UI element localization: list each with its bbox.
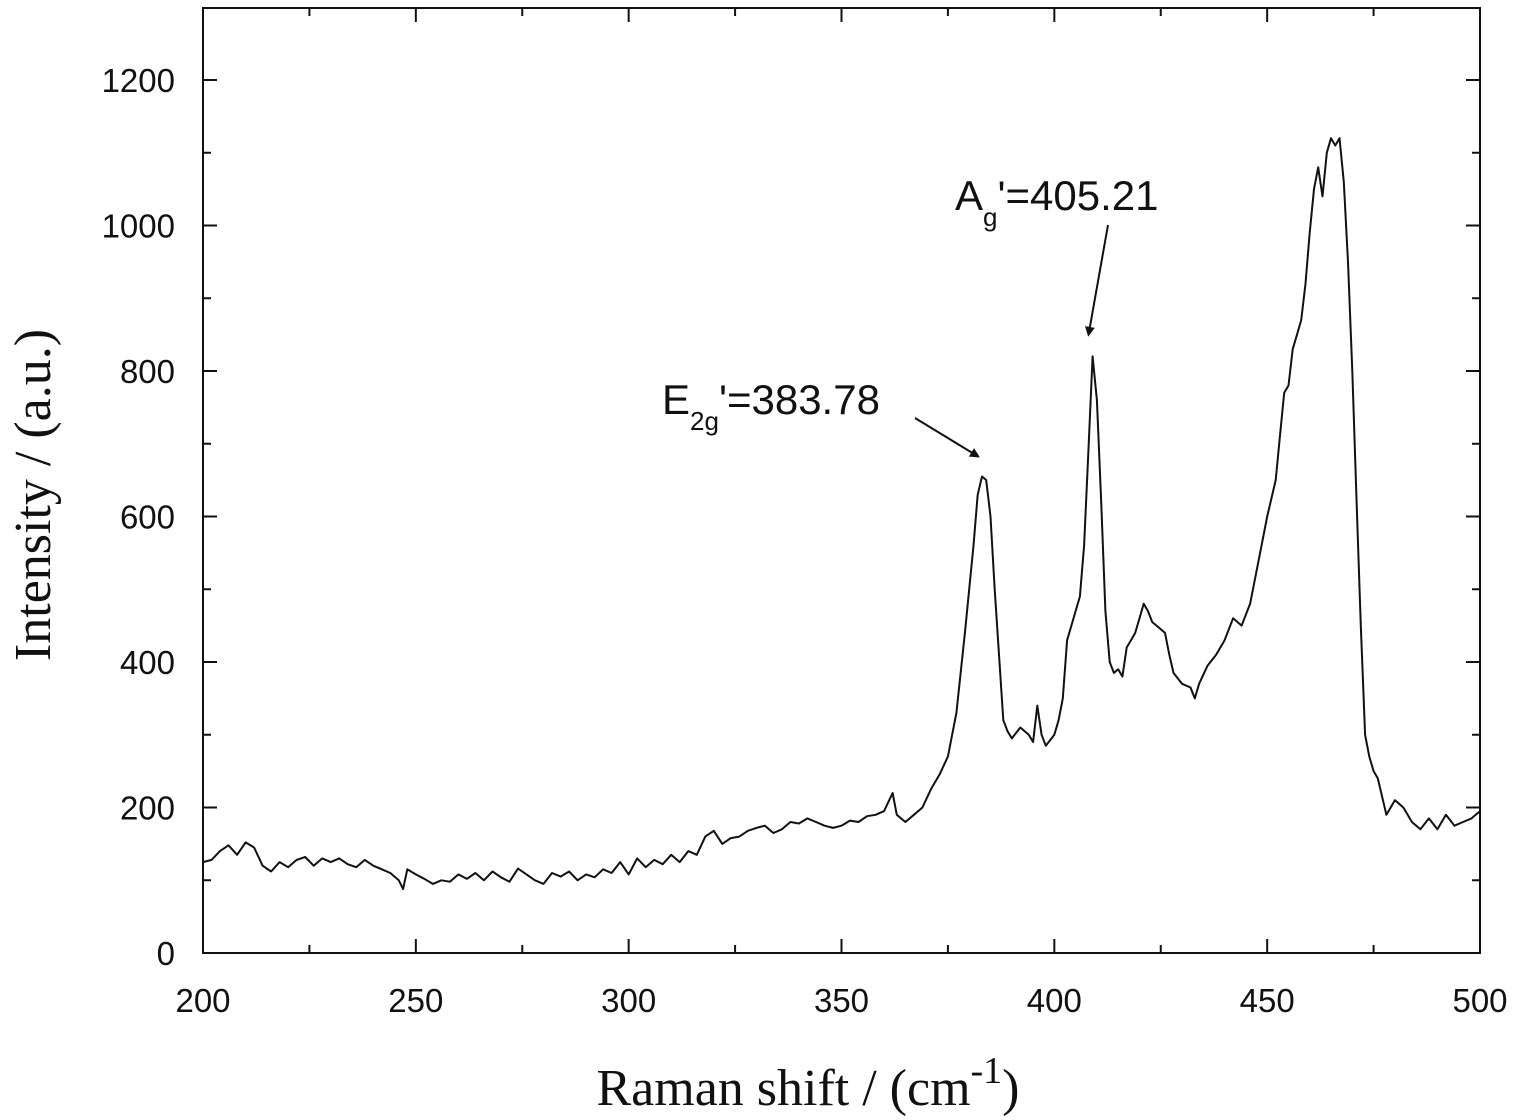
y-axis-title: Intensity / (a.u.) bbox=[5, 329, 62, 661]
plot-frame bbox=[202, 7, 1481, 954]
y-tick-label: 200 bbox=[120, 790, 175, 827]
x-tick-label: 500 bbox=[1452, 982, 1507, 1019]
series-line bbox=[202, 137, 1481, 890]
y-tick-label: 600 bbox=[120, 499, 175, 536]
y-tick-label: 400 bbox=[120, 644, 175, 681]
x-tick-label: 400 bbox=[1027, 982, 1082, 1019]
y-tick-label: 800 bbox=[120, 353, 175, 390]
peak-annotation-label: Ag'=405.21 bbox=[955, 172, 1159, 232]
axis-ticks bbox=[202, 8, 1481, 954]
annotation-arrow bbox=[1084, 224, 1109, 337]
x-tick-label: 450 bbox=[1240, 982, 1295, 1019]
x-tick-label: 200 bbox=[175, 982, 230, 1019]
y-tick-label: 1200 bbox=[102, 62, 175, 99]
x-tick-label: 300 bbox=[601, 982, 656, 1019]
x-tick-label: 250 bbox=[388, 982, 443, 1019]
peak-annotation-label: E2g'=383.78 bbox=[662, 376, 880, 436]
annotation-arrow bbox=[914, 417, 980, 458]
peak-annotations: E2g'=383.78 Ag'=405.21 bbox=[662, 172, 1159, 458]
y-tick-label: 0 bbox=[157, 935, 175, 972]
y-tick-label: 1000 bbox=[102, 208, 175, 245]
x-tick-label: 350 bbox=[814, 982, 869, 1019]
x-axis-title: Raman shift / (cm-1) bbox=[596, 1050, 1019, 1117]
axis-tick-labels: 200 250 300 350 400 450 5000200400600800100012… bbox=[102, 62, 1508, 1019]
